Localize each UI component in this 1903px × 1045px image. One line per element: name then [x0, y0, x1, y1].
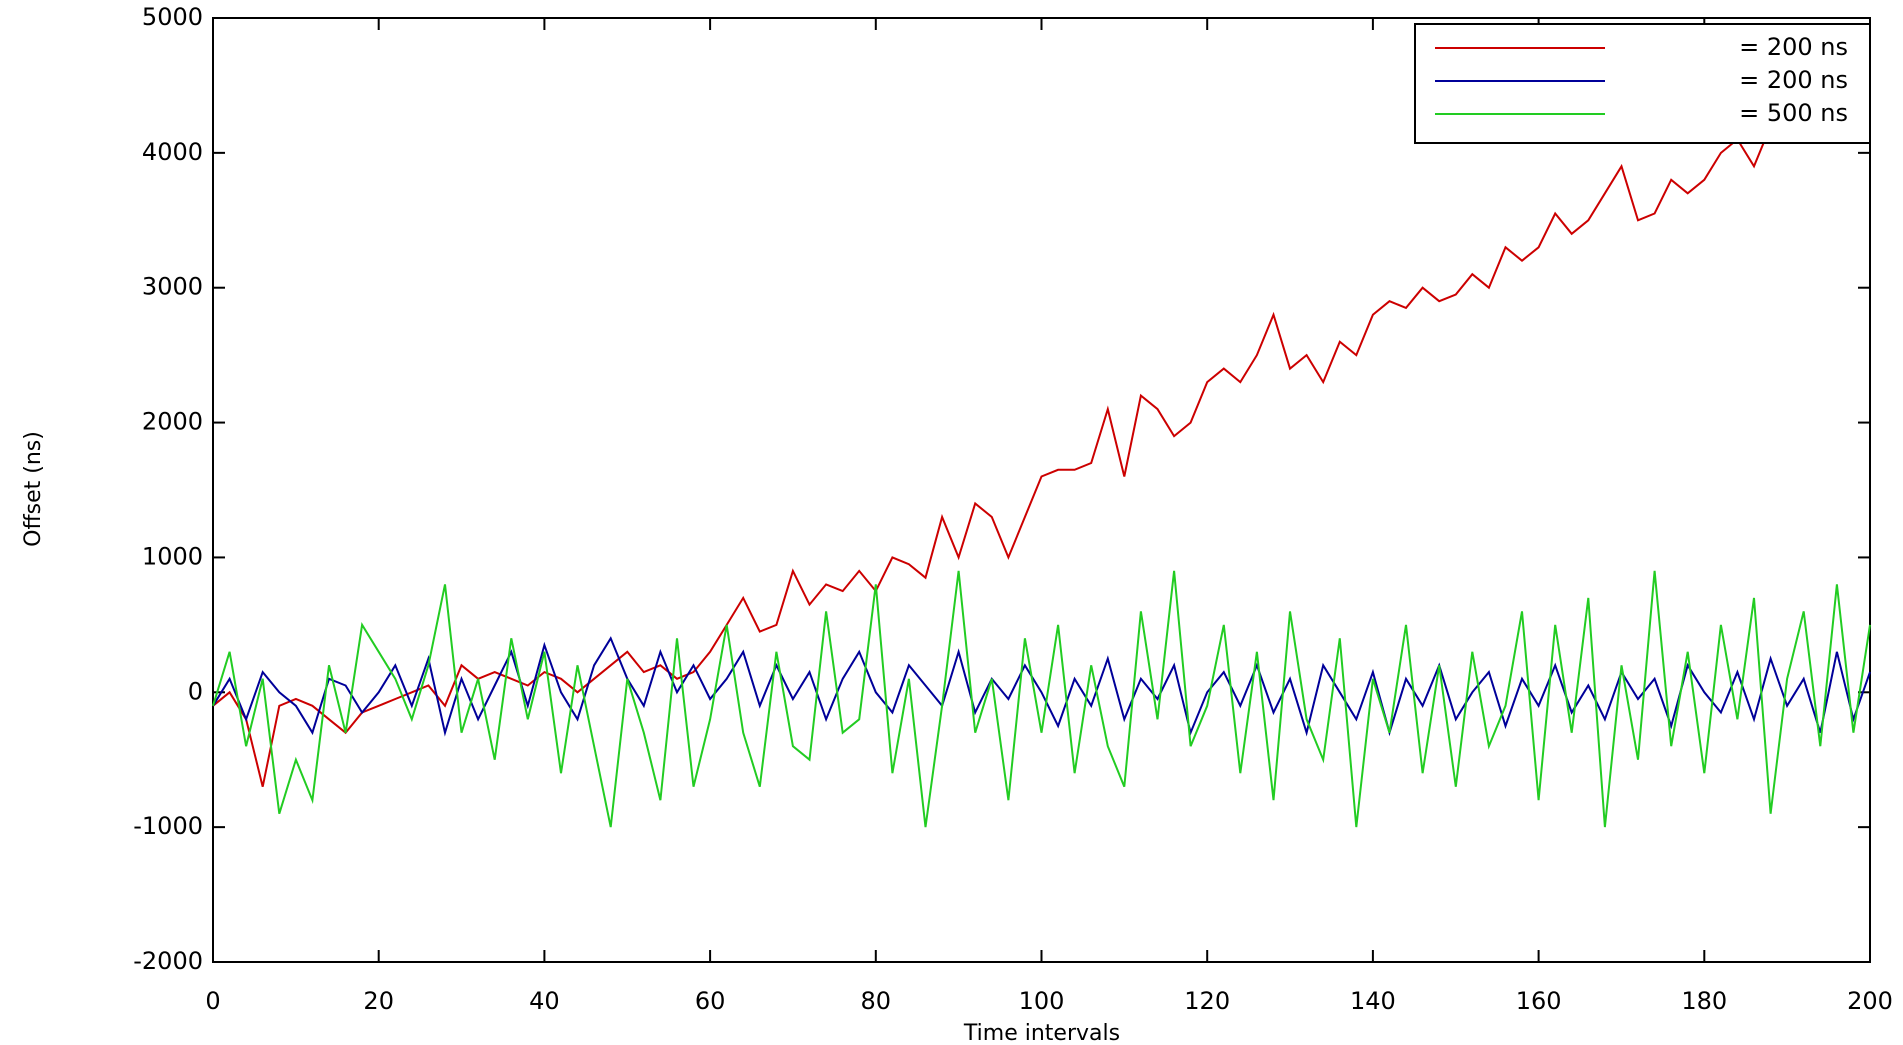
legend-label: = 200 ns	[1739, 33, 1848, 61]
x-axis-title: Time intervals	[963, 1021, 1120, 1045]
y-tick-label: 2000	[142, 408, 203, 436]
y-tick-label: -2000	[133, 947, 203, 975]
x-tick-label: 160	[1516, 987, 1562, 1015]
y-tick-label: 0	[188, 677, 203, 705]
legend-label: = 500 ns	[1739, 99, 1848, 127]
x-tick-label: 140	[1350, 987, 1396, 1015]
x-tick-label: 0	[205, 987, 220, 1015]
series-line	[212, 636, 1871, 737]
y-tick-label: 5000	[142, 3, 203, 31]
legend-label: = 200 ns	[1739, 66, 1848, 94]
x-tick-label: 180	[1681, 987, 1727, 1015]
x-tick-label: 120	[1184, 987, 1230, 1015]
legend-box	[1414, 23, 1871, 144]
y-tick-label: -1000	[133, 812, 203, 840]
x-tick-label: 100	[1019, 987, 1065, 1015]
x-tick-label: 40	[529, 987, 560, 1015]
series-line	[212, 83, 1871, 787]
x-tick-label: 200	[1847, 987, 1893, 1015]
plot-frame	[212, 17, 1871, 963]
x-tick-label: 20	[363, 987, 394, 1015]
y-tick-label: 1000	[142, 542, 203, 570]
x-tick-label: 80	[861, 987, 892, 1015]
x-tick-label: 60	[695, 987, 726, 1015]
y-tick-label: 4000	[142, 138, 203, 166]
series-line	[212, 570, 1871, 828]
y-axis-title: Offset (ns)	[21, 431, 46, 547]
y-tick-label: 3000	[142, 273, 203, 301]
